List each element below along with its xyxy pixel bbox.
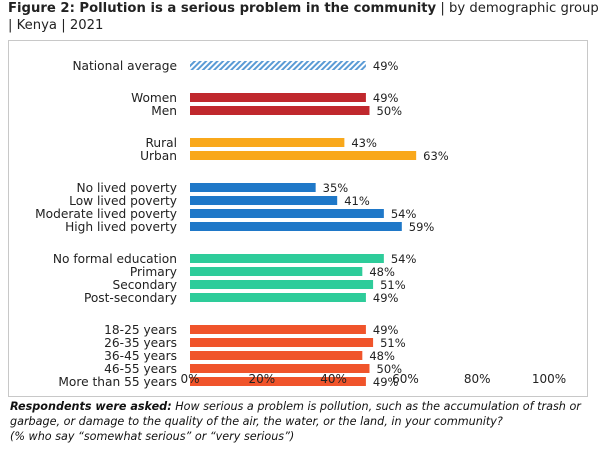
- value-label-low-lived-poverty: 41%: [344, 194, 370, 208]
- bar-primary: [190, 267, 363, 276]
- category-label-women: Women: [131, 91, 177, 105]
- value-label-46-55-years: 50%: [377, 362, 403, 376]
- title-breakdown: by demographic group: [449, 1, 599, 16]
- category-label-rural: Rural: [145, 136, 177, 150]
- value-label-no-formal-education: 54%: [391, 252, 417, 266]
- value-label-high-lived-poverty: 59%: [409, 220, 435, 234]
- category-label-46-55-years: 46-55 years: [104, 362, 177, 376]
- category-label-men: Men: [151, 104, 177, 118]
- bar-no-lived-poverty: [190, 183, 316, 192]
- value-label-women: 49%: [373, 91, 399, 105]
- bar-no-formal-education: [190, 254, 384, 263]
- value-label-men: 50%: [377, 104, 403, 118]
- subtitle-separator-lead: |: [8, 18, 13, 33]
- category-label-no-lived-poverty: No lived poverty: [77, 181, 177, 195]
- survey-note: Respondents were asked: How serious a pr…: [10, 400, 600, 444]
- category-label-36-45-years: 36-45 years: [104, 349, 177, 363]
- bar-urban: [190, 151, 417, 160]
- bar-low-lived-poverty: [190, 196, 338, 205]
- bar-46-55-years: [190, 364, 370, 373]
- bar-36-45-years: [190, 351, 363, 360]
- bar-men: [190, 106, 370, 115]
- bar-chart: National average 49% Women 49% Men 50% Rural 43…: [35, 59, 566, 389]
- value-label-36-45-years: 48%: [369, 349, 395, 363]
- country-label: Kenya: [16, 18, 58, 33]
- bar-women: [190, 93, 366, 102]
- category-label-moderate-lived-poverty: Moderate lived poverty: [35, 207, 177, 221]
- value-label-primary: 48%: [369, 265, 395, 279]
- subtitle-separator: |: [61, 18, 66, 33]
- value-label-more-than-55-years: 49%: [373, 375, 399, 389]
- bar-national-average: [190, 61, 366, 70]
- x-tick-label-3: 60%: [392, 372, 419, 386]
- value-label-national-average: 49%: [373, 59, 399, 73]
- category-label-no-formal-education: No formal education: [53, 252, 177, 266]
- chart-subtitle: | Kenya | 2021: [8, 17, 103, 35]
- bar-more-than-55-years: [190, 377, 366, 386]
- bar-secondary: [190, 280, 374, 289]
- category-label-national-average: National average: [72, 59, 177, 73]
- value-label-post-secondary: 49%: [373, 291, 399, 305]
- chart-frame: [8, 40, 588, 397]
- category-label-post-secondary: Post-secondary: [84, 291, 177, 305]
- category-label-26-35-years: 26-35 years: [104, 336, 177, 350]
- bar-high-lived-poverty: [190, 222, 402, 231]
- bar-26-35-years: [190, 338, 374, 347]
- value-label-rural: 43%: [351, 136, 377, 150]
- x-tick-label-5: 100%: [532, 372, 566, 386]
- title-separator: |: [440, 1, 445, 16]
- x-tick-label-2: 40%: [320, 372, 347, 386]
- note-criteria: (% who say “somewhat serious” or “very s…: [10, 429, 295, 443]
- bar-moderate-lived-poverty: [190, 209, 384, 218]
- bar-18-25-years: [190, 325, 366, 334]
- value-label-26-35-years: 51%: [380, 336, 406, 350]
- x-tick-label-1: 20%: [248, 372, 275, 386]
- figure-title: Figure 2: Pollution is a serious problem…: [8, 1, 437, 16]
- category-label-more-than-55-years: More than 55 years: [58, 375, 177, 389]
- bar-post-secondary: [190, 293, 366, 302]
- value-label-moderate-lived-poverty: 54%: [391, 207, 417, 221]
- category-label-18-25-years: 18-25 years: [104, 323, 177, 337]
- note-question: How serious a problem is pollution, such…: [10, 400, 581, 428]
- x-tick-label-0: 0%: [180, 372, 199, 386]
- value-label-18-25-years: 49%: [373, 323, 399, 337]
- category-label-urban: Urban: [140, 149, 177, 163]
- x-tick-label-4: 80%: [464, 372, 491, 386]
- category-label-low-lived-poverty: Low lived poverty: [69, 194, 177, 208]
- category-label-high-lived-poverty: High lived poverty: [65, 220, 177, 234]
- chart-title: Figure 2: Pollution is a serious problem…: [8, 0, 602, 18]
- category-label-primary: Primary: [130, 265, 177, 279]
- value-label-urban: 63%: [423, 149, 449, 163]
- value-label-secondary: 51%: [380, 278, 406, 292]
- category-label-secondary: Secondary: [112, 278, 177, 292]
- year-label: 2021: [69, 18, 104, 33]
- bar-rural: [190, 138, 345, 147]
- note-label: Respondents were asked:: [10, 400, 172, 413]
- value-label-no-lived-poverty: 35%: [323, 181, 349, 195]
